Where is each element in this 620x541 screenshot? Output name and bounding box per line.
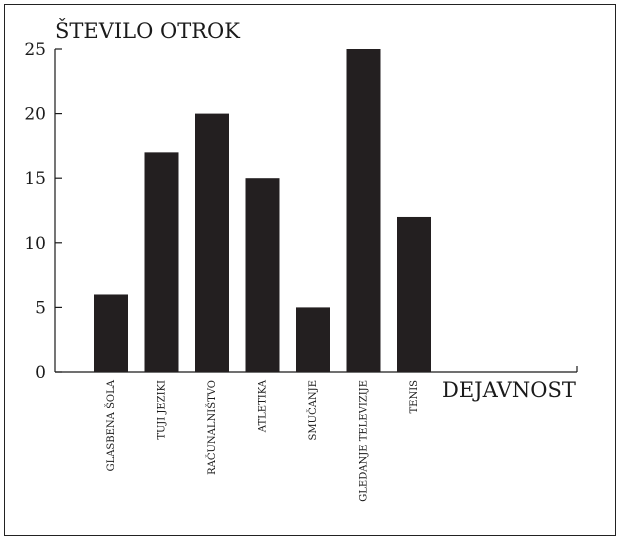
chart-frame: [4, 4, 616, 536]
y-tick-label: 5: [35, 298, 46, 318]
x-category-label: SMUČANJE: [307, 380, 319, 440]
x-axis-title: DEJAVNOST: [442, 378, 576, 402]
y-tick-label: 25: [24, 40, 46, 60]
bar: [144, 152, 179, 372]
x-category-label: TUJI JEZIKI: [157, 380, 168, 440]
x-category-label: TENIS: [409, 380, 420, 414]
y-tick-label: 20: [24, 105, 46, 125]
category-labels: GLASBENA ŠOLA TUJI JEZIKI RAČUNALNIŠTVO ATL…: [105, 379, 420, 501]
bar: [94, 294, 128, 372]
y-tick-label: 0: [35, 363, 46, 383]
bars: [94, 49, 431, 372]
y-tick-label: 10: [24, 234, 46, 254]
bar: [245, 178, 280, 372]
x-category-label: GLEDANJE TELEVIZIJE: [359, 380, 370, 502]
y-ticks: 0 5 10 15 20 25: [24, 40, 62, 383]
y-axis-title: ŠTEVILO OTROK: [55, 18, 240, 43]
bar: [296, 307, 330, 372]
bar: [397, 216, 431, 372]
x-category-label: ATLETIKA: [258, 379, 269, 433]
bar: [195, 113, 229, 372]
x-category-label: GLASBENA ŠOLA: [105, 379, 117, 471]
bar: [346, 49, 381, 372]
x-category-label: RAČUNALNIŠTVO: [206, 380, 218, 475]
y-tick-label: 15: [24, 169, 46, 189]
